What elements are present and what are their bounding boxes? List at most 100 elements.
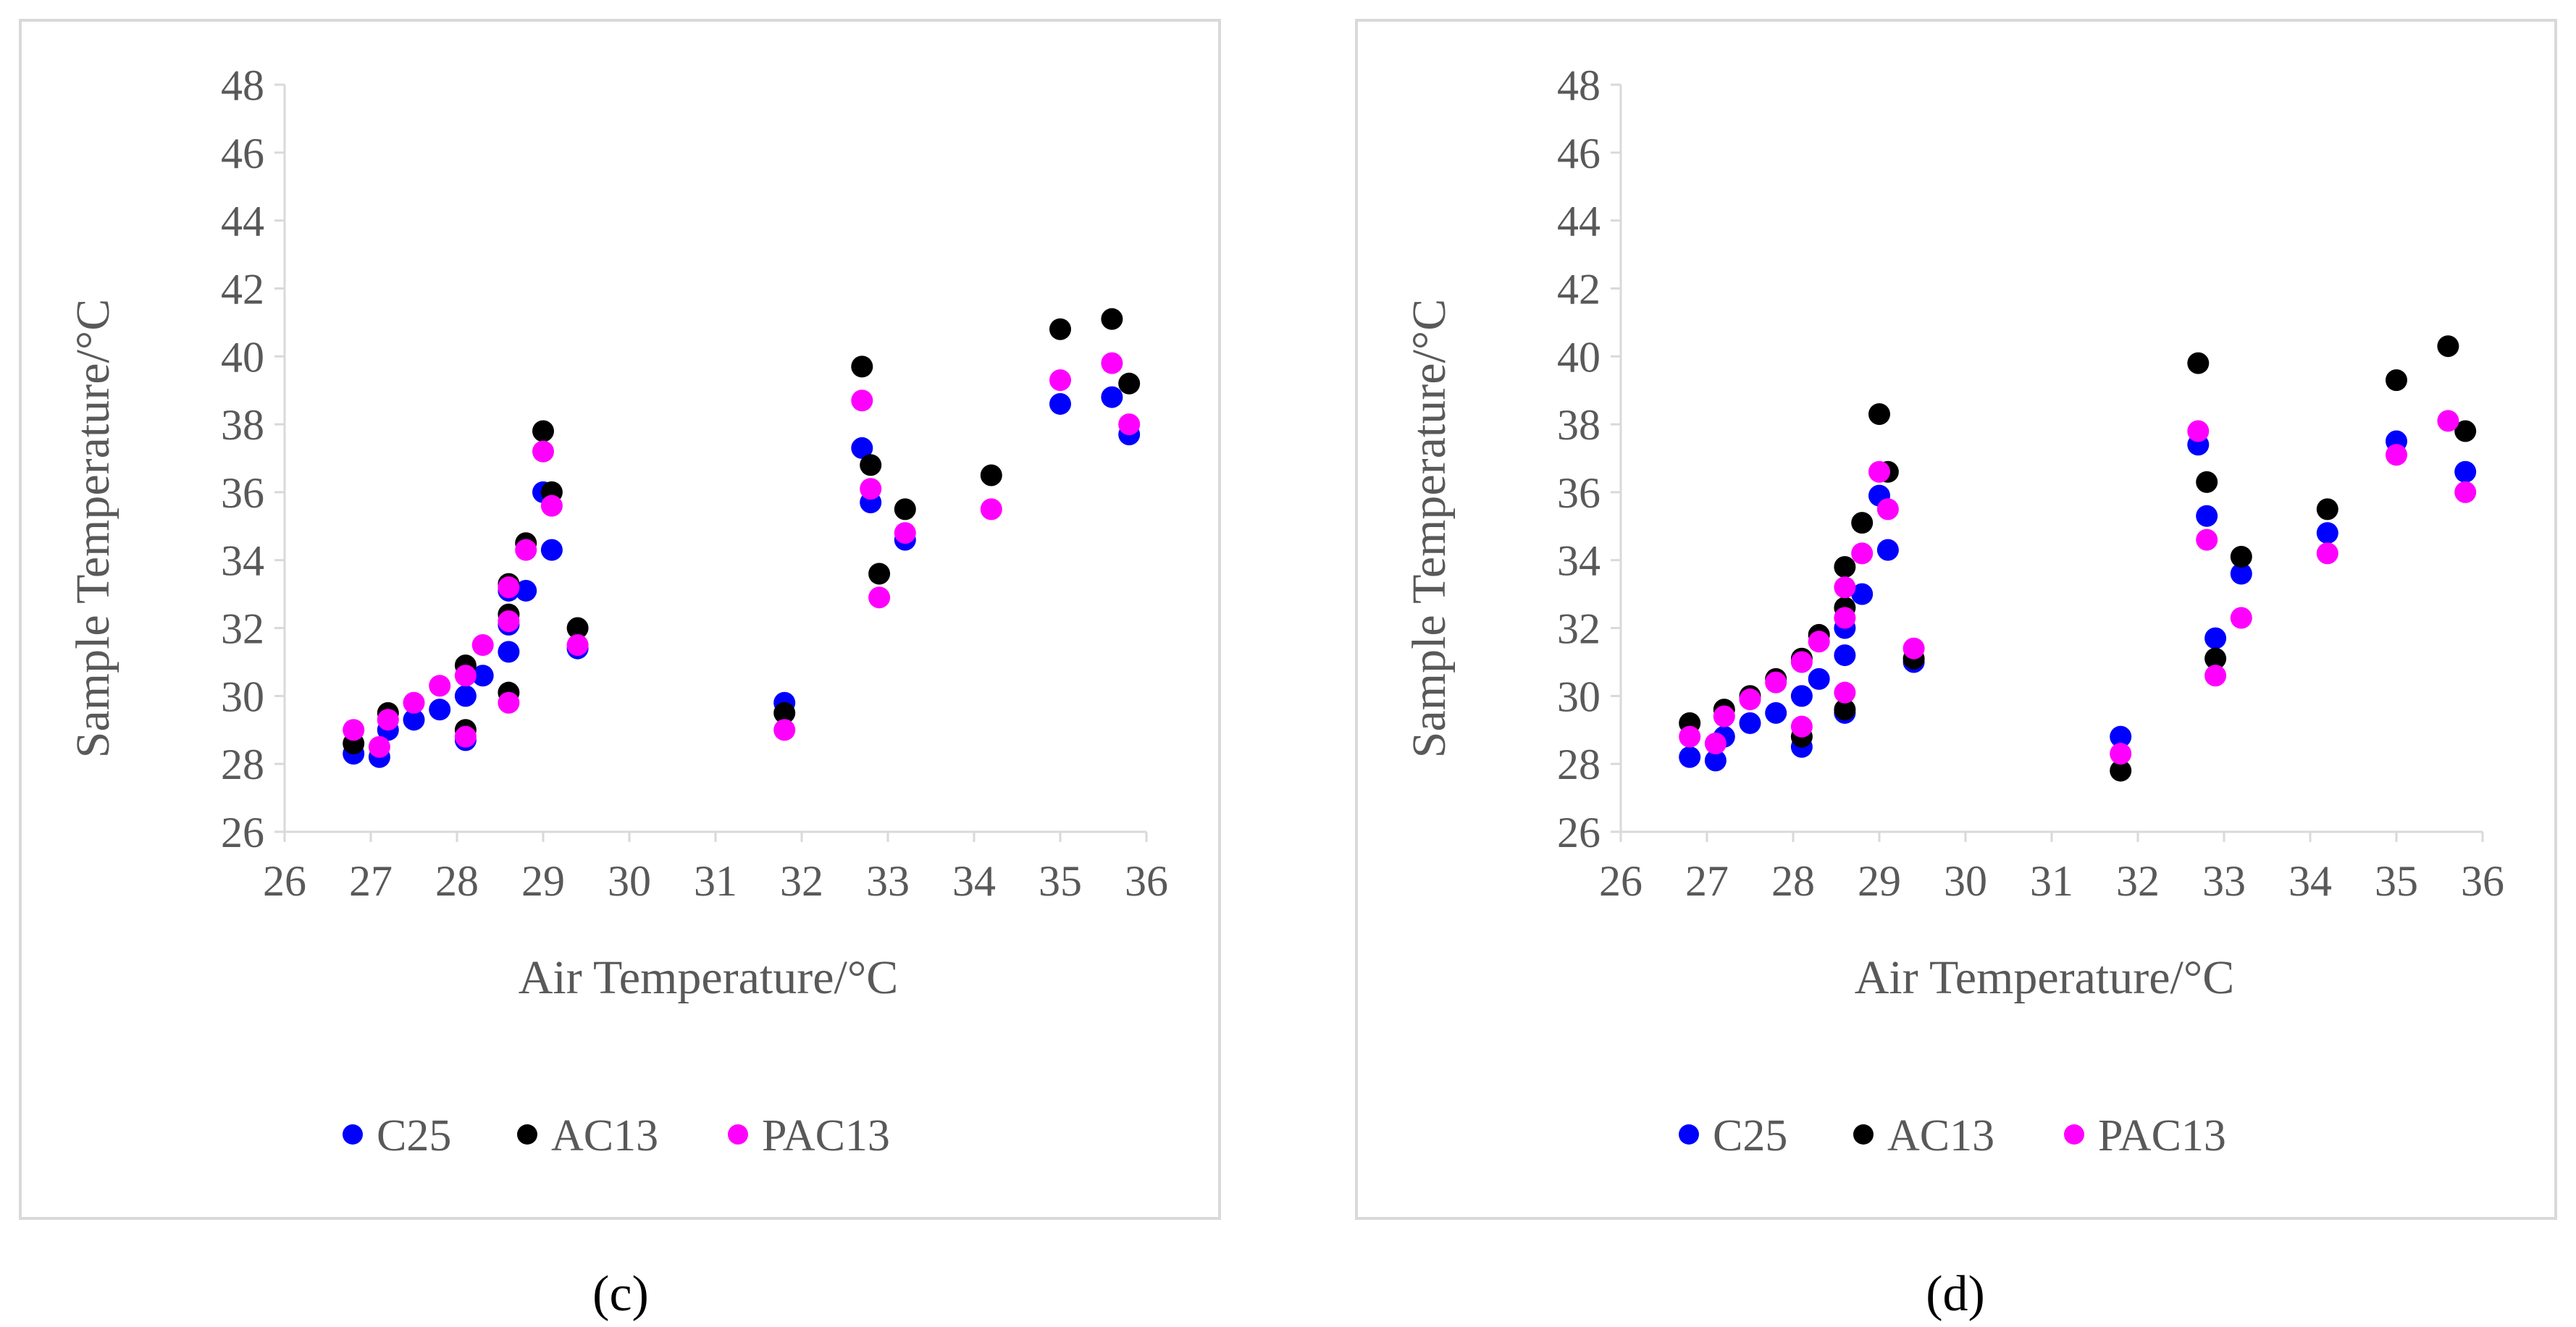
x-tick-label: 34 bbox=[2288, 857, 2332, 905]
point-ac13 bbox=[532, 420, 554, 442]
point-pac13 bbox=[1101, 352, 1123, 374]
point-pac13 bbox=[868, 586, 891, 609]
point-pac13 bbox=[368, 736, 390, 758]
point-ac13 bbox=[2204, 647, 2227, 670]
x-tick-label: 34 bbox=[952, 857, 996, 905]
point-c25 bbox=[1876, 539, 1899, 561]
point-ac13 bbox=[2386, 369, 2407, 392]
legend-marker-pac13 bbox=[2064, 1124, 2084, 1145]
point-ac13 bbox=[1049, 318, 1071, 340]
point-pac13 bbox=[454, 725, 477, 748]
point-c25 bbox=[498, 641, 520, 663]
x-tick-label: 35 bbox=[2375, 857, 2418, 905]
legend-marker-c25 bbox=[1679, 1124, 1699, 1145]
point-pac13 bbox=[1834, 681, 1856, 704]
point-c25 bbox=[540, 539, 563, 561]
y-tick-label: 34 bbox=[221, 537, 264, 585]
point-c25 bbox=[1834, 644, 1856, 667]
y-tick-label: 28 bbox=[221, 741, 264, 788]
legend-marker-ac13 bbox=[1853, 1124, 1874, 1145]
point-ac13 bbox=[2437, 335, 2459, 358]
point-pac13 bbox=[2204, 665, 2227, 687]
point-pac13 bbox=[498, 691, 520, 714]
series-pac13 bbox=[343, 352, 1141, 758]
panel-c: 26 27 28 29 30 31 32 33 34 35 36 26 28 30 32 34 36 38 40 42… bbox=[19, 19, 1221, 1322]
point-c25 bbox=[471, 665, 494, 687]
point-pac13 bbox=[1713, 705, 1735, 728]
x-tick-label: 36 bbox=[2461, 857, 2504, 905]
series-pac13 bbox=[1679, 410, 2477, 765]
y-tick-label: 42 bbox=[221, 265, 264, 313]
x-tick-label: 31 bbox=[694, 857, 737, 905]
x-tick-label: 29 bbox=[1858, 857, 1901, 905]
y-axis-title-c: Sample Temperature/°C bbox=[67, 299, 119, 759]
point-pac13 bbox=[498, 610, 520, 633]
x-tick-label: 28 bbox=[1771, 857, 1815, 905]
point-pac13 bbox=[2316, 542, 2338, 565]
y-tick-label: 46 bbox=[221, 130, 264, 177]
point-c25 bbox=[1765, 702, 1787, 724]
x-tick-label: 30 bbox=[1944, 857, 1987, 905]
point-pac13 bbox=[566, 634, 589, 656]
y-tick-label: 42 bbox=[1557, 265, 1600, 313]
point-pac13 bbox=[2437, 410, 2459, 432]
point-pac13 bbox=[1790, 651, 1813, 673]
point-c25 bbox=[1790, 685, 1813, 707]
point-c25 bbox=[1808, 667, 1830, 690]
plot-area-c: 26 27 28 29 30 31 32 33 34 35 36 26 28 30 32 34 36 38 40 42… bbox=[221, 62, 1168, 905]
x-axis-title-d: Air Temperature/°C bbox=[1855, 951, 2235, 1004]
x-tick-label: 26 bbox=[263, 857, 306, 905]
legend-label-pac13: PAC13 bbox=[2098, 1111, 2226, 1160]
panel-caption-d: (d) bbox=[1926, 1266, 1985, 1322]
point-pac13 bbox=[1739, 688, 1761, 711]
point-pac13 bbox=[403, 691, 425, 714]
y-tick-label: 26 bbox=[1557, 809, 1600, 856]
point-c25 bbox=[1049, 392, 1071, 415]
point-pac13 bbox=[377, 709, 399, 731]
x-tick-label: 29 bbox=[521, 857, 565, 905]
y-tick-label: 46 bbox=[1557, 130, 1600, 177]
y-tick-label: 26 bbox=[221, 809, 264, 856]
point-pac13 bbox=[980, 498, 1002, 521]
point-pac13 bbox=[343, 719, 365, 741]
x-axis-title-c: Air Temperature/°C bbox=[519, 951, 899, 1004]
point-ac13 bbox=[1851, 512, 1874, 534]
point-pac13 bbox=[773, 719, 796, 741]
point-pac13 bbox=[515, 539, 537, 561]
legend-label-ac13: AC13 bbox=[551, 1111, 658, 1160]
y-tick-label: 32 bbox=[221, 605, 264, 653]
point-pac13 bbox=[851, 389, 873, 412]
point-ac13 bbox=[2110, 759, 2132, 782]
point-ac13 bbox=[980, 464, 1002, 486]
point-pac13 bbox=[1902, 637, 1925, 660]
x-tick-label: 27 bbox=[1685, 857, 1729, 905]
point-ac13 bbox=[773, 702, 796, 724]
legend-label-ac13: AC13 bbox=[1887, 1111, 1994, 1160]
point-c25 bbox=[2230, 563, 2252, 585]
point-pac13 bbox=[1118, 413, 1141, 436]
point-pac13 bbox=[860, 478, 882, 500]
point-pac13 bbox=[454, 665, 477, 687]
point-pac13 bbox=[1704, 733, 1727, 755]
point-pac13 bbox=[2386, 444, 2407, 466]
point-pac13 bbox=[1049, 369, 1071, 392]
point-ac13 bbox=[868, 563, 891, 585]
point-ac13 bbox=[860, 454, 882, 476]
x-tick-label: 32 bbox=[2116, 857, 2160, 905]
y-tick-label: 32 bbox=[1557, 605, 1600, 653]
point-ac13 bbox=[2196, 471, 2218, 493]
point-c25 bbox=[2204, 627, 2227, 649]
legend-d: C25 AC13 PAC13 bbox=[1679, 1111, 2226, 1160]
point-pac13 bbox=[1790, 715, 1813, 738]
x-tick-label: 33 bbox=[2202, 857, 2246, 905]
y-tick-label: 30 bbox=[221, 673, 264, 720]
point-pac13 bbox=[1876, 498, 1899, 521]
legend-c: C25 AC13 PAC13 bbox=[343, 1111, 890, 1160]
point-pac13 bbox=[2187, 420, 2210, 442]
y-tick-label: 38 bbox=[1557, 401, 1600, 449]
y-tick-label: 36 bbox=[221, 469, 264, 517]
y-tick-label: 48 bbox=[1557, 62, 1600, 109]
point-c25 bbox=[1679, 746, 1701, 768]
point-c25 bbox=[2316, 522, 2338, 544]
